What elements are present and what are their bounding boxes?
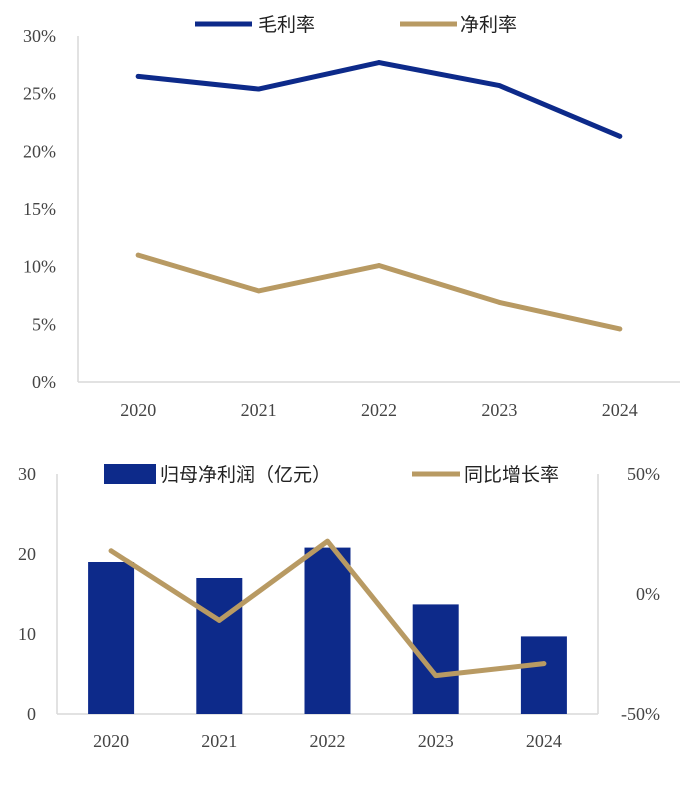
c2-y-ticks-right: -50% 0% 50% xyxy=(621,464,660,724)
c2-x-tick-label: 2024 xyxy=(526,731,562,751)
gross-margin-point-2022 xyxy=(376,60,382,65)
c2-x-ticks: 2020 2021 2022 2023 2024 xyxy=(93,731,562,751)
c1-legend: 毛利率 净利率 xyxy=(195,14,517,36)
gross-margin-point-2023 xyxy=(497,83,502,88)
c2-y2-tick-label: -50% xyxy=(621,704,660,724)
c1-x-tick-label: 2021 xyxy=(241,400,277,420)
c2-y2-tick-label: 50% xyxy=(627,464,660,484)
yoy-growth-point-2022 xyxy=(325,538,330,544)
yoy-growth-point-2023 xyxy=(433,673,439,678)
net-margin-point-2023 xyxy=(497,300,502,305)
c1-x-tick-label: 2023 xyxy=(481,400,517,420)
gross-margin-point-2021 xyxy=(256,86,261,92)
c1-y-tick-label: 5% xyxy=(32,314,56,334)
c1-y-tick-label: 25% xyxy=(23,84,56,104)
yoy-growth-point-2024 xyxy=(541,661,547,666)
c2-y-ticks-left: 0 10 20 30 xyxy=(18,464,36,724)
c2-y2-tick-label: 0% xyxy=(636,584,660,604)
gross-margin-point-2020 xyxy=(135,73,141,79)
c1-x-tick-label: 2020 xyxy=(120,400,156,420)
c2-legend: 归母净利润（亿元） 同比增长率 xyxy=(104,464,559,486)
c2-line xyxy=(108,538,547,679)
c1-x-tick-label: 2022 xyxy=(361,400,397,420)
net-profit-bar-2021 xyxy=(196,578,243,714)
legend-swatch-net-profit xyxy=(104,464,156,484)
net-margin-point-2024 xyxy=(617,326,623,332)
c1-y-tick-label: 10% xyxy=(23,257,56,277)
c2-bars xyxy=(88,547,567,714)
c1-x-ticks: 2020 2021 2022 2023 2024 xyxy=(120,400,638,420)
net-profit-bar-2024 xyxy=(520,636,567,714)
yoy-growth-point-2020 xyxy=(108,548,114,554)
c1-y-tick-label: 20% xyxy=(23,141,56,161)
c2-x-tick-label: 2020 xyxy=(93,731,129,751)
gross-margin-point-2024 xyxy=(617,133,623,139)
c2-y-tick-label: 20 xyxy=(18,544,36,564)
c1-y-tick-label: 30% xyxy=(23,26,56,46)
net-margin-point-2020 xyxy=(135,252,141,258)
c2-x-tick-label: 2022 xyxy=(310,731,346,751)
yoy-growth-point-2021 xyxy=(216,618,222,623)
legend-label-net-profit: 归母净利润（亿元） xyxy=(160,464,331,486)
legend-label-net-margin: 净利率 xyxy=(460,14,517,36)
net-profit-bar-2022 xyxy=(304,547,351,714)
c2-y-tick-label: 0 xyxy=(27,704,36,724)
c1-y-tick-label: 0% xyxy=(32,372,56,392)
c2-x-tick-label: 2021 xyxy=(201,731,237,751)
c2-y-tick-label: 10 xyxy=(18,624,36,644)
net-margin-point-2022 xyxy=(376,263,382,268)
margin-line-chart: 毛利率 净利率 0% 5% 10% 15% 20% 25% 30% 2020 2021 2022… xyxy=(23,14,680,420)
net-margin-point-2021 xyxy=(256,288,261,294)
c1-y-ticks: 0% 5% 10% 15% 20% 25% 30% xyxy=(23,26,56,392)
c1-x-tick-label: 2024 xyxy=(602,400,638,420)
c2-x-tick-label: 2023 xyxy=(418,731,454,751)
c2-y-tick-label: 30 xyxy=(18,464,36,484)
net-profit-bar-2020 xyxy=(88,562,135,714)
c1-series xyxy=(135,60,623,332)
legend-label-gross-margin: 毛利率 xyxy=(258,14,315,36)
legend-label-yoy-growth: 同比增长率 xyxy=(464,464,559,486)
gross-margin-line xyxy=(135,60,623,139)
c1-y-tick-label: 15% xyxy=(23,199,56,219)
